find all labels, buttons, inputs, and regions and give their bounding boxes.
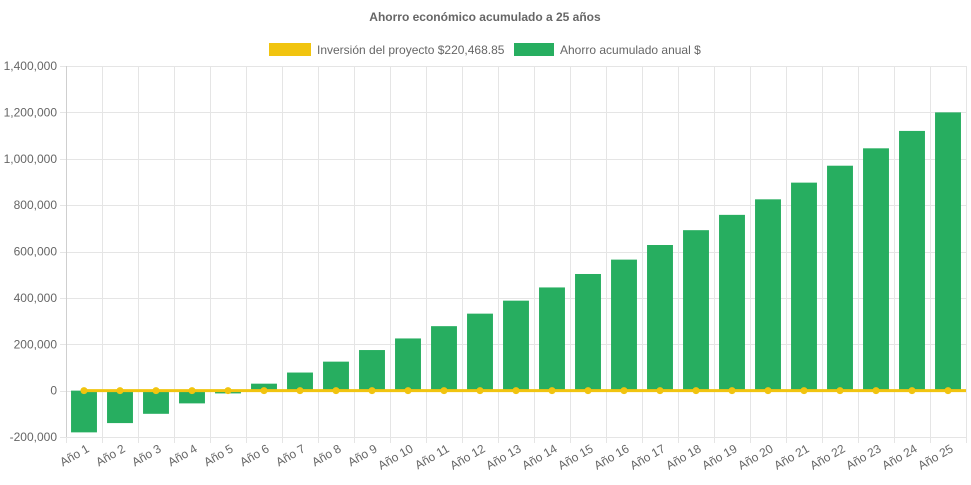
x-tick-label: Año 18 xyxy=(664,441,704,472)
bars xyxy=(71,112,961,433)
grid-lines xyxy=(60,66,967,443)
x-axis-ticks: Año 1 Año 2 Año 3 Año 4 Año 5 Año 6 Año 7 Año 8… xyxy=(57,441,955,472)
x-tick-label: Año 4 xyxy=(165,441,199,469)
y-tick-label: 1,400,000 xyxy=(4,59,58,73)
y-tick-label: -200,000 xyxy=(10,430,58,444)
x-tick-label: Año 14 xyxy=(520,441,560,472)
x-tick-label: Año 6 xyxy=(237,441,271,469)
x-tick-label: Año 23 xyxy=(844,441,884,472)
x-tick-label: Año 12 xyxy=(448,441,488,472)
savings-bar[interactable] xyxy=(899,130,925,391)
savings-bar[interactable] xyxy=(287,372,313,391)
investment-point[interactable] xyxy=(872,387,880,395)
x-tick-label: Año 15 xyxy=(556,441,596,472)
investment-point[interactable] xyxy=(800,387,808,395)
x-tick-label: Año 24 xyxy=(880,441,920,472)
savings-bar[interactable] xyxy=(467,313,493,391)
investment-point[interactable] xyxy=(404,387,412,395)
investment-point[interactable] xyxy=(728,387,736,395)
x-tick-label: Año 25 xyxy=(916,441,956,472)
x-tick-label: Año 20 xyxy=(736,441,776,472)
x-tick-label: Año 1 xyxy=(57,441,91,469)
savings-bar[interactable] xyxy=(323,361,349,391)
investment-point[interactable] xyxy=(656,387,664,395)
x-tick-label: Año 10 xyxy=(376,441,416,472)
savings-bar[interactable] xyxy=(575,273,601,391)
y-axis-ticks: 1,400,000 1,200,000 1,000,000 800,000 600,00… xyxy=(4,59,58,444)
legend: Inversión del proyecto $220,468.85 Ahorr… xyxy=(269,43,701,57)
investment-point[interactable] xyxy=(188,387,196,395)
investment-point[interactable] xyxy=(368,387,376,395)
investment-point[interactable] xyxy=(620,387,628,395)
investment-point[interactable] xyxy=(476,387,484,395)
investment-point[interactable] xyxy=(80,387,88,395)
x-tick-label: Año 13 xyxy=(484,441,524,472)
savings-bar[interactable] xyxy=(863,148,889,391)
investment-point[interactable] xyxy=(548,387,556,395)
y-tick-label: 200,000 xyxy=(14,337,58,351)
investment-point[interactable] xyxy=(908,387,916,395)
legend-swatch-savings xyxy=(514,43,554,56)
investment-point[interactable] xyxy=(224,387,232,395)
legend-swatch-investment xyxy=(269,43,311,56)
savings-bar[interactable] xyxy=(611,259,637,391)
investment-point[interactable] xyxy=(584,387,592,395)
legend-item-investment[interactable]: Inversión del proyecto $220,468.85 xyxy=(269,43,505,57)
investment-point[interactable] xyxy=(116,387,124,395)
savings-bar[interactable] xyxy=(431,326,457,391)
investment-point[interactable] xyxy=(692,387,700,395)
x-tick-label: Año 11 xyxy=(412,441,451,472)
x-tick-label: Año 7 xyxy=(273,441,307,469)
savings-bar[interactable] xyxy=(503,300,529,391)
savings-bar[interactable] xyxy=(359,350,385,391)
investment-point[interactable] xyxy=(152,387,160,395)
investment-point[interactable] xyxy=(332,387,340,395)
savings-bar[interactable] xyxy=(935,112,961,391)
investment-point[interactable] xyxy=(836,387,844,395)
savings-bar[interactable] xyxy=(143,390,169,414)
savings-bar[interactable] xyxy=(827,165,853,391)
x-tick-label: Año 22 xyxy=(808,441,848,472)
legend-label-savings: Ahorro acumulado anual $ xyxy=(560,43,701,57)
legend-label-investment: Inversión del proyecto $220,468.85 xyxy=(317,43,505,57)
chart-title: Ahorro económico acumulado a 25 años xyxy=(369,10,601,24)
legend-item-savings[interactable]: Ahorro acumulado anual $ xyxy=(514,43,701,57)
savings-bar[interactable] xyxy=(719,214,745,391)
y-tick-label: 0 xyxy=(50,384,57,398)
x-tick-label: Año 9 xyxy=(345,441,379,469)
investment-point[interactable] xyxy=(260,387,268,395)
savings-bar[interactable] xyxy=(539,287,565,391)
investment-line xyxy=(80,387,966,395)
x-tick-label: Año 8 xyxy=(309,441,343,469)
savings-bar[interactable] xyxy=(647,245,673,391)
savings-bar[interactable] xyxy=(791,182,817,391)
savings-bar[interactable] xyxy=(755,199,781,391)
savings-bar[interactable] xyxy=(683,230,709,391)
investment-point[interactable] xyxy=(440,387,448,395)
investment-point[interactable] xyxy=(944,387,952,395)
x-tick-label: Año 5 xyxy=(201,441,235,469)
x-tick-label: Año 16 xyxy=(592,441,632,472)
investment-point[interactable] xyxy=(296,387,304,395)
x-tick-label: Año 3 xyxy=(129,441,163,469)
y-tick-label: 1,000,000 xyxy=(4,152,58,166)
investment-point[interactable] xyxy=(764,387,772,395)
investment-point[interactable] xyxy=(512,387,520,395)
y-tick-label: 800,000 xyxy=(14,198,58,212)
y-tick-label: 400,000 xyxy=(14,291,58,305)
y-tick-label: 1,200,000 xyxy=(4,105,58,119)
savings-bar[interactable] xyxy=(107,390,133,424)
y-tick-label: 600,000 xyxy=(14,245,58,259)
x-tick-label: Año 2 xyxy=(93,441,127,469)
savings-bar[interactable] xyxy=(179,390,205,404)
savings-bar[interactable] xyxy=(71,390,97,433)
x-tick-label: Año 19 xyxy=(700,441,740,472)
x-tick-label: Año 17 xyxy=(628,441,668,472)
savings-bar[interactable] xyxy=(395,338,421,391)
x-tick-label: Año 21 xyxy=(772,441,812,472)
